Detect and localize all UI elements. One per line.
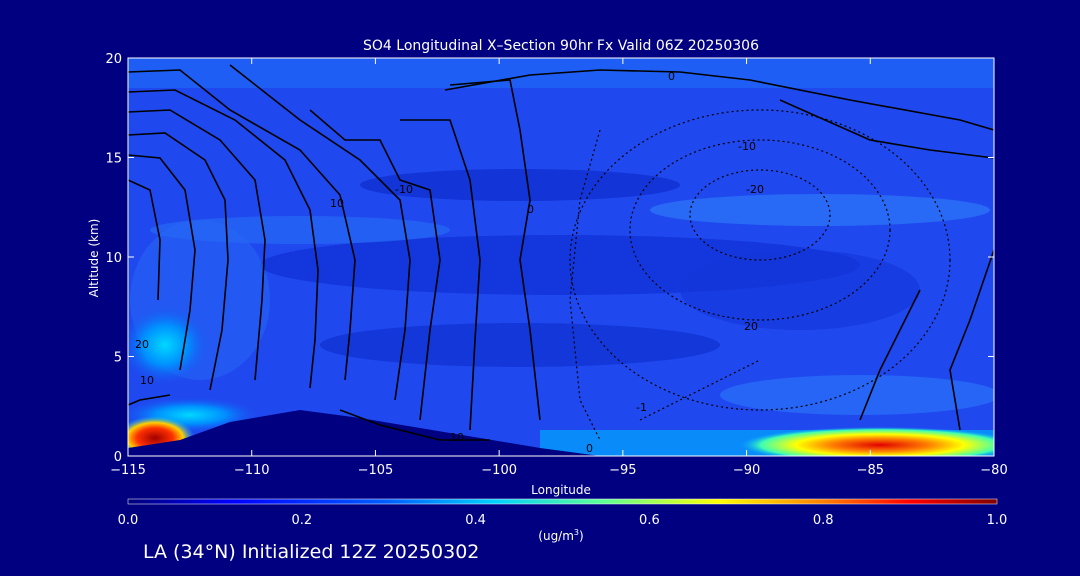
x-tick-label: −85 xyxy=(857,463,884,478)
colorbar-tick-label: 0.6 xyxy=(639,513,660,528)
contour-label: 20 xyxy=(744,320,758,333)
dashed-contours xyxy=(569,109,951,441)
contour-label: 10 xyxy=(450,431,464,444)
colorbar xyxy=(127,498,998,505)
y-axis: 0 5 10 15 20 xyxy=(105,52,994,465)
contour-lines xyxy=(128,64,994,441)
contour-label: 0 xyxy=(668,70,675,83)
y-tick-label: 5 xyxy=(114,351,122,366)
contour-label: -1 xyxy=(636,401,647,414)
contour-label: -20 xyxy=(746,183,764,196)
x-tick-label: −105 xyxy=(358,463,394,478)
colorbar-tick-label: 0.2 xyxy=(291,513,312,528)
colorbar-tick-label: 0.0 xyxy=(118,513,139,528)
x-tick-label: −100 xyxy=(481,463,517,478)
contour-label: 0 xyxy=(527,203,534,216)
x-tick-label: −80 xyxy=(980,463,1007,478)
y-tick-label: 20 xyxy=(105,52,122,67)
contour-label-group: 0 -10 -20 10 20 10 0 -1 -10 20 10 0 xyxy=(135,70,764,455)
x-tick-label: −95 xyxy=(609,463,636,478)
contour-label: 0 xyxy=(586,442,593,455)
colorbar-tick-label: 1.0 xyxy=(987,513,1008,528)
heatmap-field xyxy=(128,58,994,456)
x-axis-label: Longitude xyxy=(531,483,591,497)
contour-label: 10 xyxy=(140,374,154,387)
x-axis: −115 −110 −105 −100 −95 −90 −85 −80 xyxy=(110,58,1008,478)
y-tick-label: 0 xyxy=(114,450,122,465)
y-tick-label: 10 xyxy=(105,251,122,266)
y-tick-label: 15 xyxy=(105,152,122,167)
colorbar-ticks: 0.0 0.2 0.4 0.6 0.8 1.0 xyxy=(118,513,1008,528)
colorbar-tick-label: 0.8 xyxy=(813,513,834,528)
x-tick-label: −115 xyxy=(110,463,146,478)
colorbar-tick-label: 0.4 xyxy=(465,513,486,528)
contour-label: 10 xyxy=(330,197,344,210)
chart-title: SO4 Longitudinal X–Section 90hr Fx Valid… xyxy=(363,38,759,54)
contour-label: 20 xyxy=(135,338,149,351)
x-tick-label: −90 xyxy=(733,463,760,478)
x-tick-label: −110 xyxy=(234,463,270,478)
y-axis-label: Altitude (km) xyxy=(87,219,101,298)
contour-label: -10 xyxy=(395,183,413,196)
colorbar-units: (ug/m3) xyxy=(538,528,583,543)
footer-caption: LA (34°N) Initialized 12Z 20250302 xyxy=(143,541,480,563)
contour-label: -10 xyxy=(738,140,756,153)
